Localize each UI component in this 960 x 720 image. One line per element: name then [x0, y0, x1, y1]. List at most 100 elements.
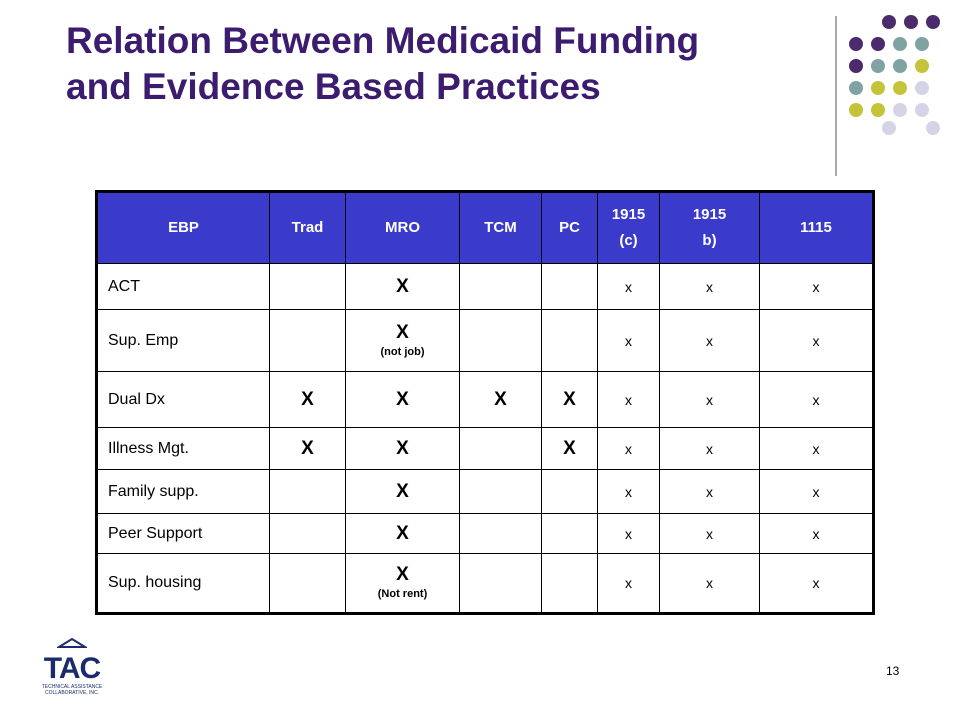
dot — [871, 103, 885, 117]
row-label: Sup. housing — [96, 553, 270, 614]
header-text: 1115 — [800, 219, 832, 236]
cell-note: (not job) — [380, 345, 425, 358]
cell: x — [659, 427, 760, 470]
cell: x — [597, 309, 660, 372]
dot — [915, 59, 929, 73]
cell — [269, 469, 346, 514]
cell: X — [541, 427, 598, 470]
cell: x — [597, 469, 660, 514]
logo-text: TAC — [43, 652, 101, 685]
cell — [269, 263, 346, 310]
dot — [882, 15, 896, 29]
cell: X (Not rent) — [345, 553, 460, 614]
cell — [269, 513, 346, 554]
row-label: Sup. Emp — [96, 309, 270, 372]
header-cell: MRO — [345, 191, 460, 264]
decoration — [835, 15, 940, 176]
cell: x — [659, 513, 760, 554]
cell-mark: x — [812, 278, 820, 295]
cell-mark: x — [812, 575, 820, 591]
cell-mark: X — [396, 480, 409, 502]
cell: x — [597, 371, 660, 428]
header-cell: 1115 — [759, 191, 874, 264]
page-number: 13 — [886, 664, 900, 678]
cell: X — [345, 263, 460, 310]
dot — [849, 59, 863, 73]
dot — [849, 37, 863, 51]
cell — [459, 427, 542, 470]
dot — [893, 59, 907, 73]
cell — [459, 469, 542, 514]
dot — [915, 37, 929, 51]
row-label: ACT — [96, 263, 270, 310]
cell — [269, 309, 346, 372]
dot — [882, 121, 896, 135]
cell-mark: X — [396, 437, 409, 459]
cell: X — [345, 427, 460, 470]
cell: x — [759, 427, 874, 470]
dot — [893, 37, 907, 51]
cell-mark: x — [706, 525, 713, 542]
dot — [904, 15, 918, 29]
cell-mark: x — [625, 391, 632, 408]
cell-mark: X — [563, 388, 576, 410]
cell-mark: x — [625, 278, 632, 295]
cell-mark: x — [812, 391, 820, 408]
cell-mark: X — [396, 522, 409, 544]
dot — [871, 59, 885, 73]
cell: x — [659, 263, 760, 310]
row-label: Illness Mgt. — [96, 427, 270, 470]
dot — [871, 81, 885, 95]
cell-mark: X — [563, 437, 576, 459]
dot — [915, 103, 929, 117]
cell-mark: x — [706, 440, 713, 457]
row-label: Family supp. — [96, 469, 270, 514]
cell: x — [759, 553, 874, 614]
cell: X — [345, 469, 460, 514]
cell-mark: X — [494, 388, 507, 410]
dot — [926, 121, 940, 135]
cell: X — [269, 427, 346, 470]
header-cell: EBP — [96, 191, 270, 264]
dot — [893, 103, 907, 117]
dot — [849, 81, 863, 95]
cell — [541, 469, 598, 514]
cell — [541, 263, 598, 310]
dot — [849, 103, 863, 117]
header-text: 1915 (c) — [611, 206, 646, 249]
cell: X (not job) — [345, 309, 460, 372]
header-text: PC — [559, 219, 580, 236]
cell — [459, 309, 542, 372]
cell — [541, 309, 598, 372]
cell: x — [759, 513, 874, 554]
cell — [541, 513, 598, 554]
row-label: Dual Dx — [96, 371, 270, 428]
cell-mark: x — [625, 525, 632, 542]
logo-subtitle: TECHNICAL ASSISTANCE COLLABORATIVE, INC. — [41, 684, 103, 696]
dot — [926, 15, 940, 29]
cell-mark: X — [396, 321, 409, 343]
cell-mark: x — [625, 332, 632, 349]
cell — [269, 553, 346, 614]
cell — [459, 513, 542, 554]
header-text: Trad — [291, 219, 324, 236]
cell: X — [459, 371, 542, 428]
cell-mark: x — [706, 278, 713, 295]
dot — [871, 37, 885, 51]
cell: x — [759, 309, 874, 372]
cell-mark: x — [625, 483, 632, 500]
cell-note: (Not rent) — [377, 588, 428, 600]
cell: x — [659, 371, 760, 428]
cell-mark: X — [396, 388, 409, 410]
cell: x — [759, 469, 874, 514]
header-cell: TCM — [459, 191, 542, 264]
cell — [459, 553, 542, 614]
title-line: and Evidence Based Practices — [66, 66, 601, 107]
cell: x — [659, 469, 760, 514]
cell: x — [597, 263, 660, 310]
header-text: MRO — [385, 219, 420, 236]
